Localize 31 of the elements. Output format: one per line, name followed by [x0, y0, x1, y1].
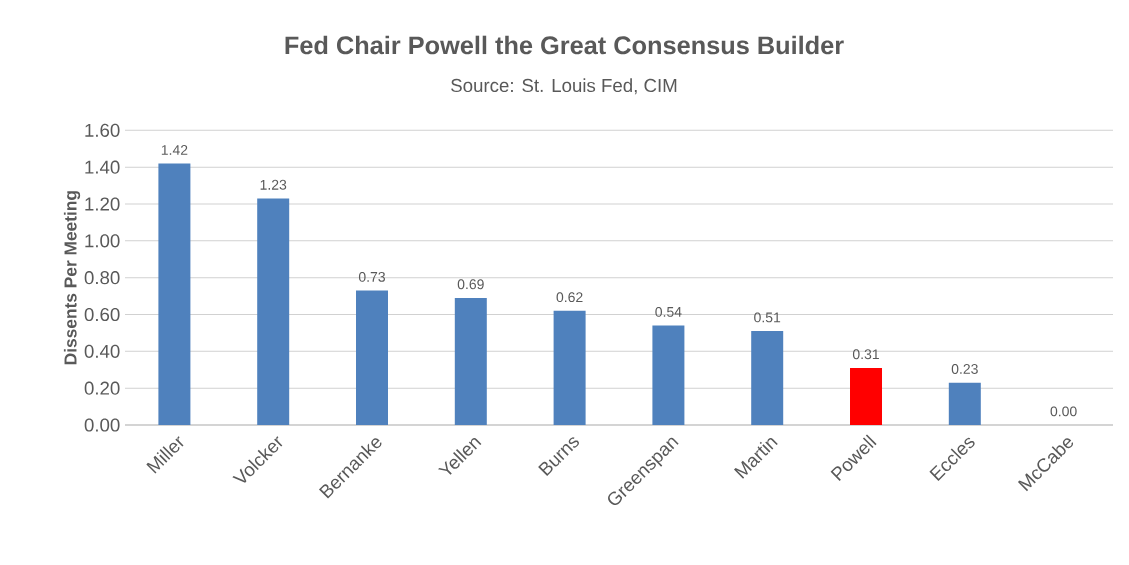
bar	[652, 325, 685, 425]
y-tick-label: 0.00	[84, 418, 120, 432]
data-label: 0.62	[556, 292, 583, 303]
y-tick-label: 0.80	[84, 271, 120, 285]
data-label: 0.69	[457, 279, 484, 290]
bar	[257, 198, 290, 425]
bar	[553, 310, 586, 425]
data-label: 1.23	[260, 179, 287, 190]
bar	[158, 163, 191, 425]
y-tick-label: 0.40	[84, 344, 120, 358]
data-label: 0.31	[852, 349, 879, 360]
data-label: 0.51	[754, 312, 781, 323]
bar	[751, 331, 784, 425]
y-tick-label: 0.20	[84, 381, 120, 395]
chart-title: Fed Chair Powell the Great Consensus Builder	[285, 35, 844, 55]
data-label: 0.54	[655, 306, 682, 317]
data-label: 1.42	[161, 145, 188, 155]
bar	[948, 382, 981, 425]
y-tick-label: 1.20	[85, 197, 120, 211]
bar	[356, 290, 388, 425]
y-tick-label: 1.00	[85, 234, 120, 248]
y-tick-label: 1.40	[85, 160, 120, 174]
bar	[454, 297, 487, 425]
chart-subtitle: Source: St. Louis Fed, CIM	[451, 78, 677, 95]
y-axis-title: Dissents Per Meeting	[63, 191, 81, 365]
data-label: 0.00	[1050, 406, 1077, 417]
y-tick-label: 1.60	[85, 123, 120, 137]
bar	[850, 367, 882, 425]
y-tick-label: 0.60	[84, 307, 120, 322]
data-label: 0.23	[951, 364, 978, 374]
data-label: 0.73	[358, 271, 386, 282]
